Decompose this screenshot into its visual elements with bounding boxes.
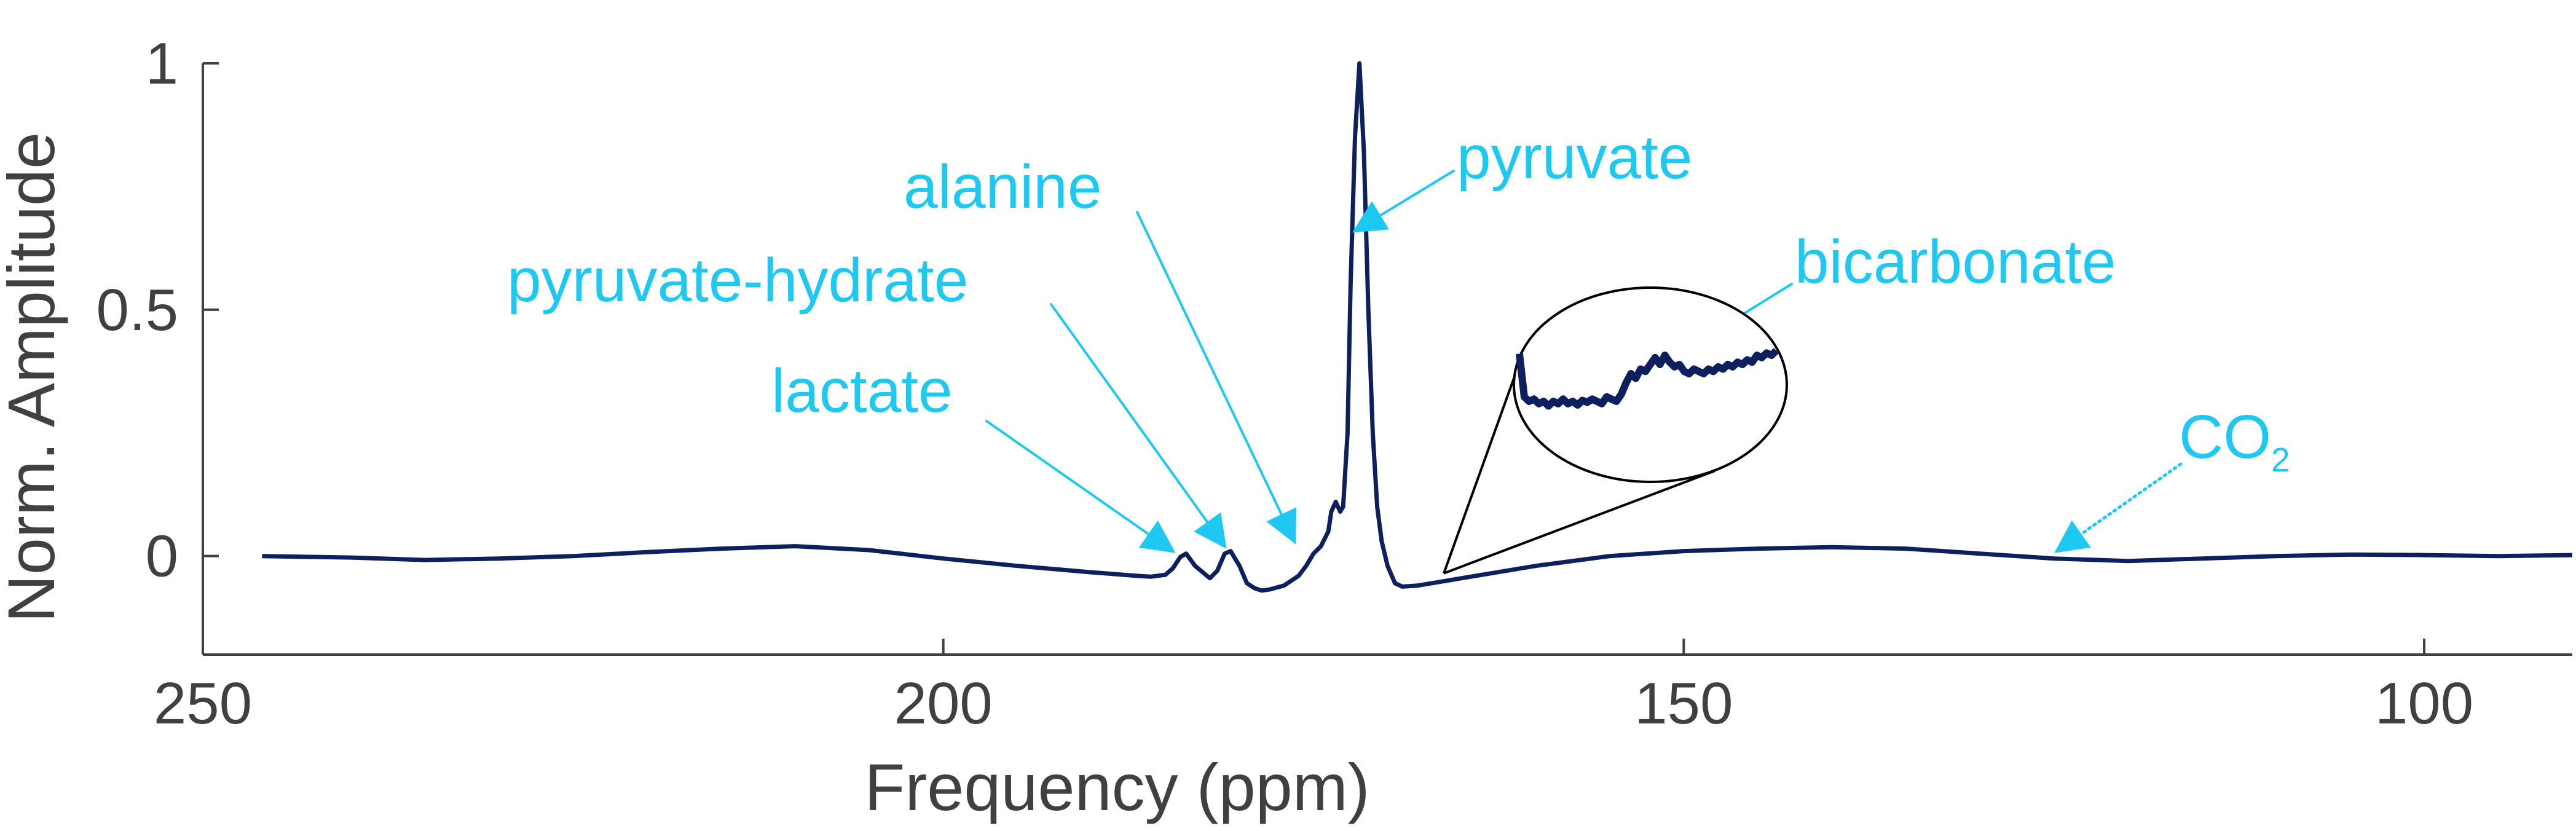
annotation-label: pyruvate <box>1457 123 1693 192</box>
annotation-arrow <box>1050 303 1227 549</box>
annotation-pyruvate-hydrate: pyruvate-hydrate <box>507 246 1227 549</box>
x-tick-label: 200 <box>894 671 993 736</box>
annotation-arrow <box>2054 462 2183 553</box>
bicarbonate-inset <box>1443 286 1788 575</box>
annotation-arrow <box>1136 211 1297 545</box>
annotation-subscript: 2 <box>2271 441 2290 479</box>
y-tick-label: 0.5 <box>97 277 178 343</box>
annotation-label: lactate <box>771 356 953 425</box>
x-tick-label: 250 <box>154 671 252 736</box>
annotation-lactate: lactate <box>771 356 1176 553</box>
annotation-label: bicarbonate <box>1795 227 2116 296</box>
annotations: pyruvate alanine pyruvate-hydrate lactate bi… <box>507 123 2290 553</box>
y-tick-label: 0 <box>146 524 178 589</box>
inset-connector-left <box>1443 366 1519 574</box>
series-layer <box>262 61 2573 593</box>
x-tick-label: 100 <box>2375 671 2473 736</box>
annotation-alanine: alanine <box>904 152 1297 545</box>
y-tick-label: 1 <box>146 31 178 96</box>
series-line-spectrum <box>262 61 2573 593</box>
ticks: 250 200 150 100 0 0.5 1 <box>97 31 2474 736</box>
annotation-label: pyruvate-hydrate <box>507 246 968 315</box>
inset-connector-right <box>1443 470 1715 575</box>
y-axis-title: Norm. Amplitude <box>0 132 68 623</box>
inset-ellipse <box>1513 286 1788 483</box>
x-axis-title: Frequency (ppm) <box>864 750 1369 824</box>
annotation-arrow <box>985 420 1176 553</box>
annotation-pyruvate: pyruvate <box>1352 123 1693 233</box>
annotation-arrow <box>1352 170 1455 233</box>
annotation-bicarbonate: bicarbonate <box>1674 227 2116 357</box>
x-tick-label: 150 <box>1634 671 1733 736</box>
annotation-label: alanine <box>904 152 1102 221</box>
inset-trace <box>1516 348 1779 410</box>
